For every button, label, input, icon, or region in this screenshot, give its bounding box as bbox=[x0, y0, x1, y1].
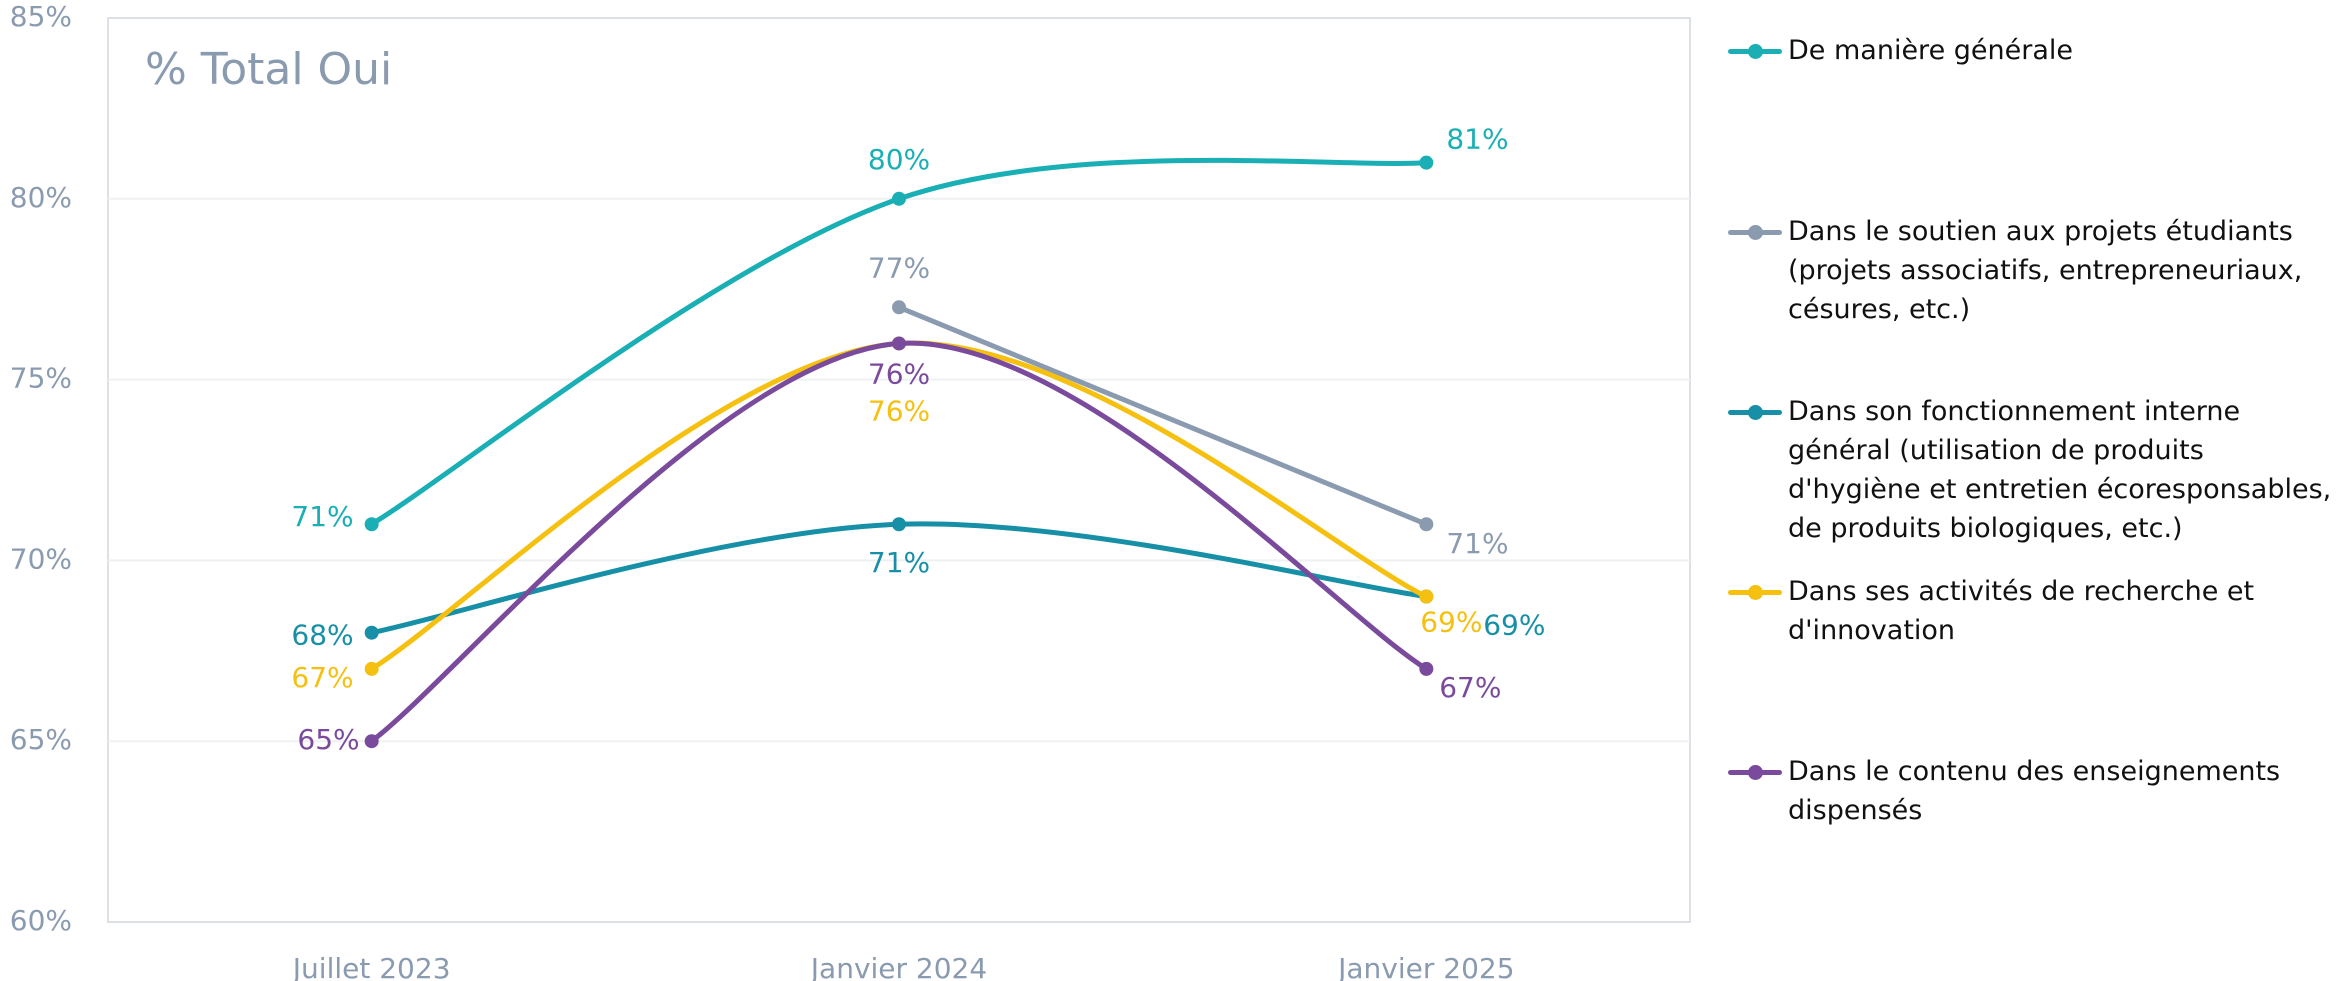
legend-item: Dans ses activités de recherche et d'inn… bbox=[1728, 572, 2338, 650]
legend-item: Dans son fonctionnement interne général … bbox=[1728, 392, 2338, 548]
chart-title: % Total Oui bbox=[145, 44, 392, 95]
legend-label: Dans le soutien aux projets étudiants (p… bbox=[1788, 216, 2303, 325]
series-line bbox=[370, 340, 1428, 672]
legend-dot bbox=[1748, 405, 1763, 420]
plot-border bbox=[107, 17, 1691, 923]
x-tick-label: Janvier 2025 bbox=[1336, 952, 1514, 981]
data-label: 81% bbox=[1446, 123, 1508, 156]
data-point bbox=[892, 336, 906, 351]
y-tick-label: 70% bbox=[10, 542, 72, 575]
legend-item: Dans le soutien aux projets étudiants (p… bbox=[1728, 212, 2338, 329]
data-label: 69% bbox=[1483, 609, 1545, 642]
data-label: 67% bbox=[291, 661, 353, 694]
y-tick-label: 60% bbox=[10, 904, 72, 937]
legend-dot bbox=[1748, 585, 1763, 600]
data-point bbox=[1419, 589, 1434, 604]
data-point bbox=[1419, 155, 1434, 170]
data-point bbox=[1419, 517, 1434, 532]
legend-dot bbox=[1748, 765, 1763, 780]
data-label: 67% bbox=[1439, 671, 1501, 704]
data-point bbox=[892, 517, 906, 532]
legend-dot bbox=[1748, 225, 1763, 240]
y-tick-label: 85% bbox=[10, 0, 72, 33]
legend-label: Dans le contenu des enseignements dispen… bbox=[1788, 756, 2281, 826]
legend-item: De manière générale bbox=[1728, 31, 2338, 70]
data-label: 76% bbox=[868, 357, 930, 390]
data-point bbox=[1419, 661, 1434, 676]
data-point bbox=[364, 661, 379, 676]
legend-item: Dans le contenu des enseignements dispen… bbox=[1728, 752, 2338, 830]
y-tick-label: 65% bbox=[10, 723, 72, 756]
data-label: 68% bbox=[291, 619, 353, 652]
data-point bbox=[364, 734, 379, 749]
data-label: 71% bbox=[868, 546, 930, 579]
series-line bbox=[898, 304, 1428, 527]
legend-label: Dans son fonctionnement interne général … bbox=[1788, 396, 2332, 544]
data-label: 65% bbox=[297, 723, 359, 756]
x-tick-label: Janvier 2024 bbox=[809, 952, 987, 981]
data-label: 77% bbox=[868, 251, 930, 284]
legend-dot bbox=[1748, 44, 1763, 59]
y-tick-label: 75% bbox=[10, 362, 72, 395]
data-label: 80% bbox=[868, 143, 930, 176]
data-label: 69% bbox=[1420, 606, 1482, 639]
data-point bbox=[364, 517, 379, 532]
y-tick-label: 80% bbox=[10, 181, 72, 214]
legend-label: Dans ses activités de recherche et d'inn… bbox=[1788, 576, 2255, 646]
data-point bbox=[892, 191, 906, 206]
x-tick-label: Juillet 2023 bbox=[291, 952, 451, 981]
data-point bbox=[364, 625, 379, 640]
data-point bbox=[892, 300, 906, 315]
data-label: 71% bbox=[1446, 527, 1508, 560]
data-label: 76% bbox=[868, 394, 930, 427]
data-label: 71% bbox=[291, 500, 353, 533]
legend-label: De manière générale bbox=[1788, 35, 2073, 66]
